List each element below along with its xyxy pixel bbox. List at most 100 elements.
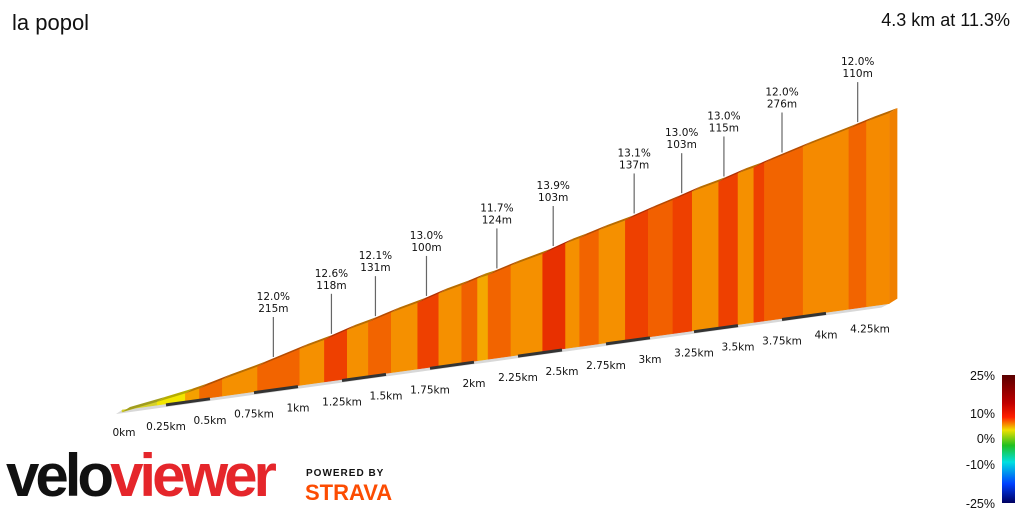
- profile-segment-top: [461, 273, 486, 286]
- profile-segment-top-shade: [803, 123, 857, 147]
- profile-segment-top-shade: [753, 157, 773, 168]
- profile-segment-top-shade: [510, 248, 551, 266]
- distance-tick-band: [781, 311, 827, 321]
- profile-segment-top: [122, 396, 166, 412]
- profile-segment-top-shade: [579, 225, 607, 239]
- profile-segment-top: [347, 317, 377, 330]
- profile-segment-top-shade: [764, 141, 812, 163]
- annotation-length: 131m: [360, 262, 390, 274]
- distance-tick-label: 3.25km: [674, 348, 714, 360]
- profile-segment: [718, 172, 739, 328]
- annotation-gradient: 11.7%: [480, 202, 513, 214]
- profile-segment-top-shade: [324, 324, 356, 340]
- profile-segment-top: [803, 123, 857, 147]
- annotation-length: 103m: [538, 192, 568, 204]
- profile-segment-top: [738, 162, 762, 174]
- profile-segment-top: [157, 388, 194, 402]
- profile-segment: [625, 209, 649, 341]
- profile-segment-top: [185, 383, 208, 394]
- profile-segment-top-shade: [848, 116, 875, 129]
- profile-segment-top: [672, 186, 701, 201]
- annotation-length: 115m: [709, 122, 739, 134]
- profile-segment: [487, 265, 512, 360]
- powered-by-label: POWERED BY: [306, 468, 385, 479]
- distance-tick-band: [429, 360, 475, 370]
- distance-tick-label: 4km: [815, 329, 838, 341]
- profile-segment-top: [866, 108, 898, 122]
- profile-segment-top: [368, 307, 400, 323]
- profile-segment-top: [488, 260, 519, 276]
- annotation-gradient: 12.6%: [315, 268, 348, 280]
- distance-tick-label: 2km: [463, 378, 486, 390]
- profile-segment: [764, 146, 804, 322]
- distance-tick-label: 0.5km: [193, 415, 226, 427]
- profile-segment: [579, 229, 600, 347]
- profile-segment-top: [510, 248, 551, 266]
- annotation-length: 276m: [767, 99, 797, 111]
- profile-segment-top-shade: [299, 334, 333, 350]
- profile-segment: [565, 237, 580, 349]
- profile-segment-top: [753, 157, 773, 168]
- profile-segment-top-shade: [199, 374, 231, 389]
- profile-segment: [647, 199, 674, 338]
- annotation-length: 103m: [667, 139, 697, 151]
- profile-segment: [753, 162, 765, 323]
- profile-segment-top-shade: [368, 307, 400, 323]
- profile-segment-top-shade: [257, 344, 308, 367]
- profile-segment-top: [417, 288, 447, 303]
- profile-segment-top: [692, 176, 727, 192]
- profile-segment: [848, 121, 867, 310]
- annotation-length: 110m: [843, 68, 873, 80]
- annotation-gradient: 12.0%: [841, 56, 874, 68]
- climb-title: la popol: [12, 10, 90, 35]
- profile-segment-top: [477, 270, 497, 279]
- profile-segment-top-shade: [692, 176, 727, 192]
- distance-tick-label: 1km: [287, 403, 310, 415]
- color-scale-label: 10%: [970, 407, 995, 421]
- profile-segment-top: [257, 344, 308, 367]
- profile-segment-top-shade: [488, 260, 519, 276]
- distance-tick-band: [517, 348, 563, 358]
- profile-segment-top-shade: [122, 396, 166, 412]
- annotation-gradient: 13.0%: [665, 127, 698, 139]
- distance-tick-band: [605, 336, 651, 346]
- profile-segment-top-shade: [866, 108, 898, 122]
- profile-segment: [542, 242, 566, 352]
- distance-tick-band: [341, 372, 387, 382]
- profile-segment-top-shade: [347, 317, 377, 330]
- profile-segment-top: [438, 280, 470, 294]
- color-scale-label: -25%: [966, 497, 995, 511]
- profile-segment-top: [565, 233, 588, 244]
- color-scale-bar: [1002, 375, 1015, 503]
- profile-segment-top-shade: [718, 168, 746, 182]
- profile-segment: [438, 284, 462, 367]
- distance-tick-label: 2.5km: [545, 366, 578, 378]
- climb-summary: 4.3 km at 11.3%: [881, 10, 1010, 30]
- profile-end-face: [889, 108, 898, 304]
- annotation-gradient: 13.9%: [537, 180, 570, 192]
- profile-segment-top: [598, 215, 634, 231]
- profile-segment: [691, 181, 719, 332]
- profile-segment-top: [625, 205, 657, 221]
- annotation-length: 118m: [316, 280, 346, 292]
- profile-segment-top-shade: [391, 297, 426, 313]
- color-scale-label: -10%: [966, 458, 995, 472]
- gradient-color-scale: 25% 10% 0% -10% -25%: [966, 369, 1015, 511]
- annotation-gradient: 12.0%: [257, 291, 290, 303]
- profile-segment-top-shade: [598, 215, 634, 231]
- annotation-length: 100m: [411, 242, 441, 254]
- distance-tick-label: 3.5km: [721, 342, 754, 354]
- profile-segment-top-shade: [648, 195, 681, 211]
- profile-segment: [347, 321, 369, 380]
- profile-segment-top-shade: [438, 280, 470, 294]
- profile-segment-top: [579, 225, 607, 239]
- annotation-gradient: 13.0%: [410, 230, 443, 242]
- profile-segment: [598, 219, 626, 345]
- annotation-length: 215m: [258, 303, 288, 315]
- distance-tick-band: [165, 397, 211, 407]
- annotation-gradient: 13.1%: [617, 147, 650, 159]
- distance-tick-label: 4.25km: [850, 323, 890, 335]
- profile-segment-top: [718, 168, 746, 182]
- annotation-gradient: 12.1%: [359, 250, 392, 262]
